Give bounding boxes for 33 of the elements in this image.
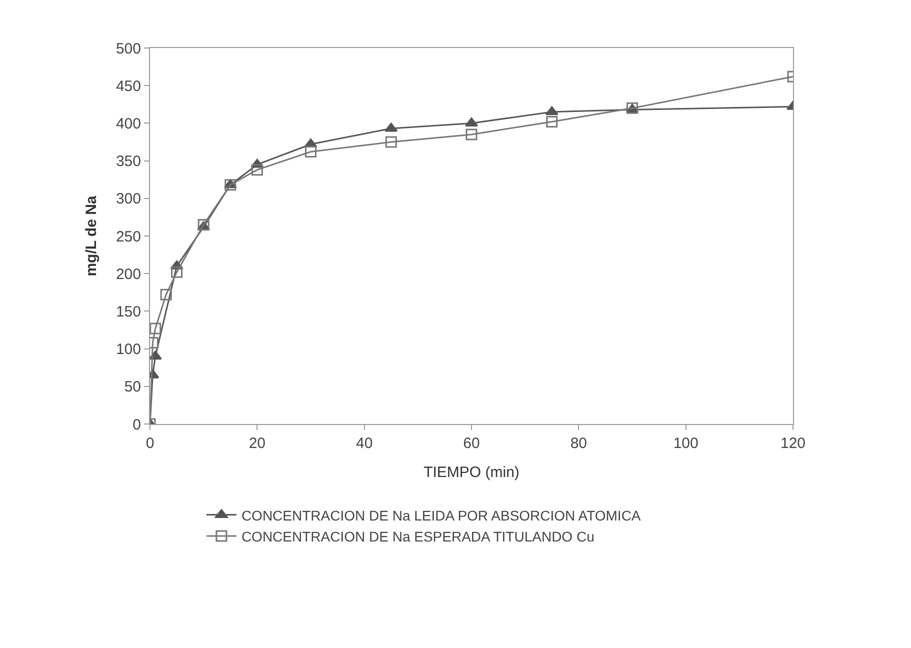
point <box>305 146 316 158</box>
x-tick-label: 0 <box>146 435 154 452</box>
point <box>224 179 236 191</box>
point <box>546 116 558 128</box>
y-tick-label: 300 <box>116 190 141 208</box>
y-tick-label: 400 <box>116 115 141 132</box>
x-tick-label: 120 <box>780 435 806 452</box>
x-tick-label: 20 <box>248 435 266 452</box>
y-tick-label: 100 <box>116 341 141 358</box>
point <box>150 322 162 334</box>
y-tick-label: 450 <box>116 78 141 95</box>
y-tick-label: 50 <box>124 378 141 396</box>
legend-label: CONCENTRACION DE Na LEIDA POR ABSORCION ATOMICA <box>241 507 642 524</box>
point <box>160 288 172 300</box>
y-tick-label: 150 <box>116 303 141 320</box>
point <box>171 266 183 278</box>
y-axis-title: mg/L de Na <box>83 195 100 276</box>
y-tick-label: 250 <box>116 228 141 246</box>
legend-label: CONCENTRACION DE Na ESPERADA TITULANDO Cu <box>241 528 594 544</box>
y-tick-label: 0 <box>132 416 141 434</box>
x-axis-title: TIEMPO (min) <box>424 464 520 481</box>
point <box>545 106 558 116</box>
point <box>385 136 397 148</box>
x-tick-label: 100 <box>673 435 698 452</box>
x-tick-label: 80 <box>570 435 588 452</box>
y-tick-label: 350 <box>116 153 141 170</box>
y-tick-label: 200 <box>116 266 141 283</box>
point <box>384 122 398 132</box>
point <box>466 128 478 140</box>
x-tick-label: 60 <box>463 435 480 452</box>
y-tick-label: 500 <box>116 40 141 58</box>
point <box>251 164 263 176</box>
x-tick-label: 40 <box>356 435 373 452</box>
